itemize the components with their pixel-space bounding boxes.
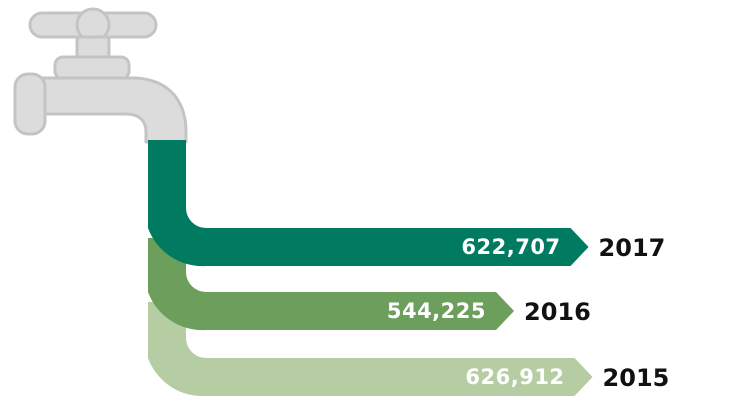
bar-2017 [148,150,589,267]
value-label-2016: 544,225 [387,299,486,323]
year-label-2015: 2015 [603,364,670,392]
year-label-2016: 2016 [524,298,591,326]
labels-layer: 626,912 2015 544,225 2016 622,707 2017 [387,234,670,392]
water-faucet-icon [13,7,188,144]
bars-layer [148,140,593,396]
bar-2016 [148,238,514,331]
value-label-2017: 622,707 [461,235,560,259]
bar-2015 [148,302,593,396]
year-label-2017: 2017 [599,234,666,262]
value-label-2015: 626,912 [465,365,564,389]
